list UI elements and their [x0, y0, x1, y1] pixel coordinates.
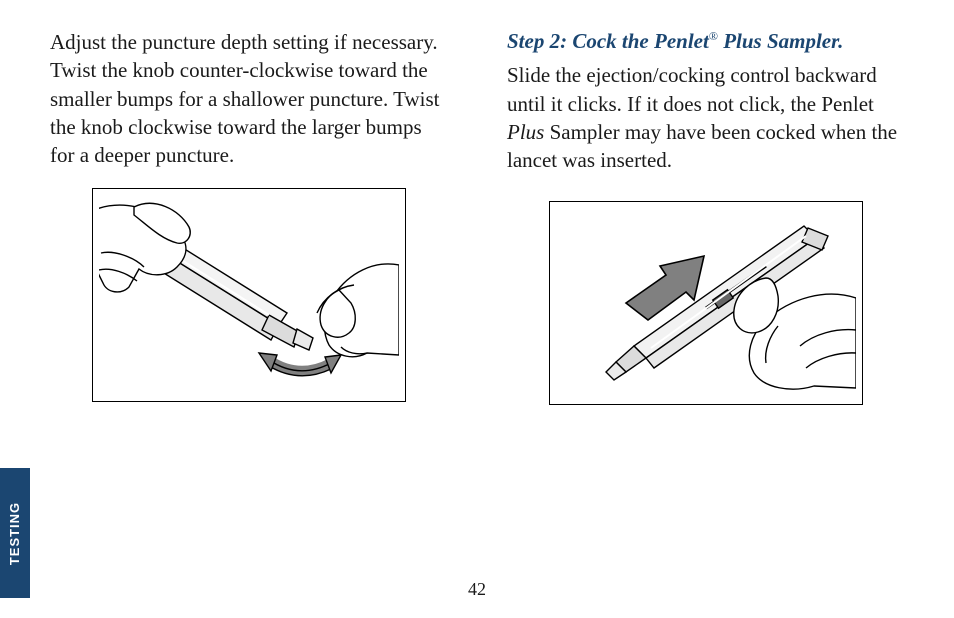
- right-para-a: Slide the ejection/cocking control backw…: [507, 63, 877, 115]
- right-para-italic: Plus: [507, 120, 544, 144]
- step-heading: Step 2: Cock the Penlet® Plus Sampler.: [507, 28, 904, 55]
- left-illustration: [99, 195, 399, 395]
- step-suffix: Plus Sampler.: [718, 29, 843, 53]
- manual-page: Adjust the puncture depth setting if nec…: [0, 0, 954, 618]
- left-column: Adjust the puncture depth setting if nec…: [50, 28, 447, 598]
- right-column: Step 2: Cock the Penlet® Plus Sampler. S…: [507, 28, 904, 598]
- right-illustration: [556, 208, 856, 398]
- section-tab: TESTING: [0, 468, 30, 598]
- right-para-b: Sampler may have been cocked when the la…: [507, 120, 897, 172]
- right-illustration-frame: [549, 201, 863, 405]
- step-prefix: Step 2: Cock the Penlet: [507, 29, 709, 53]
- right-paragraph: Slide the ejection/cocking control backw…: [507, 61, 904, 174]
- section-tab-label: TESTING: [8, 501, 23, 564]
- registered-mark: ®: [709, 29, 718, 43]
- page-number: 42: [468, 579, 486, 600]
- left-paragraph: Adjust the puncture depth setting if nec…: [50, 28, 447, 170]
- left-illustration-frame: [92, 188, 406, 402]
